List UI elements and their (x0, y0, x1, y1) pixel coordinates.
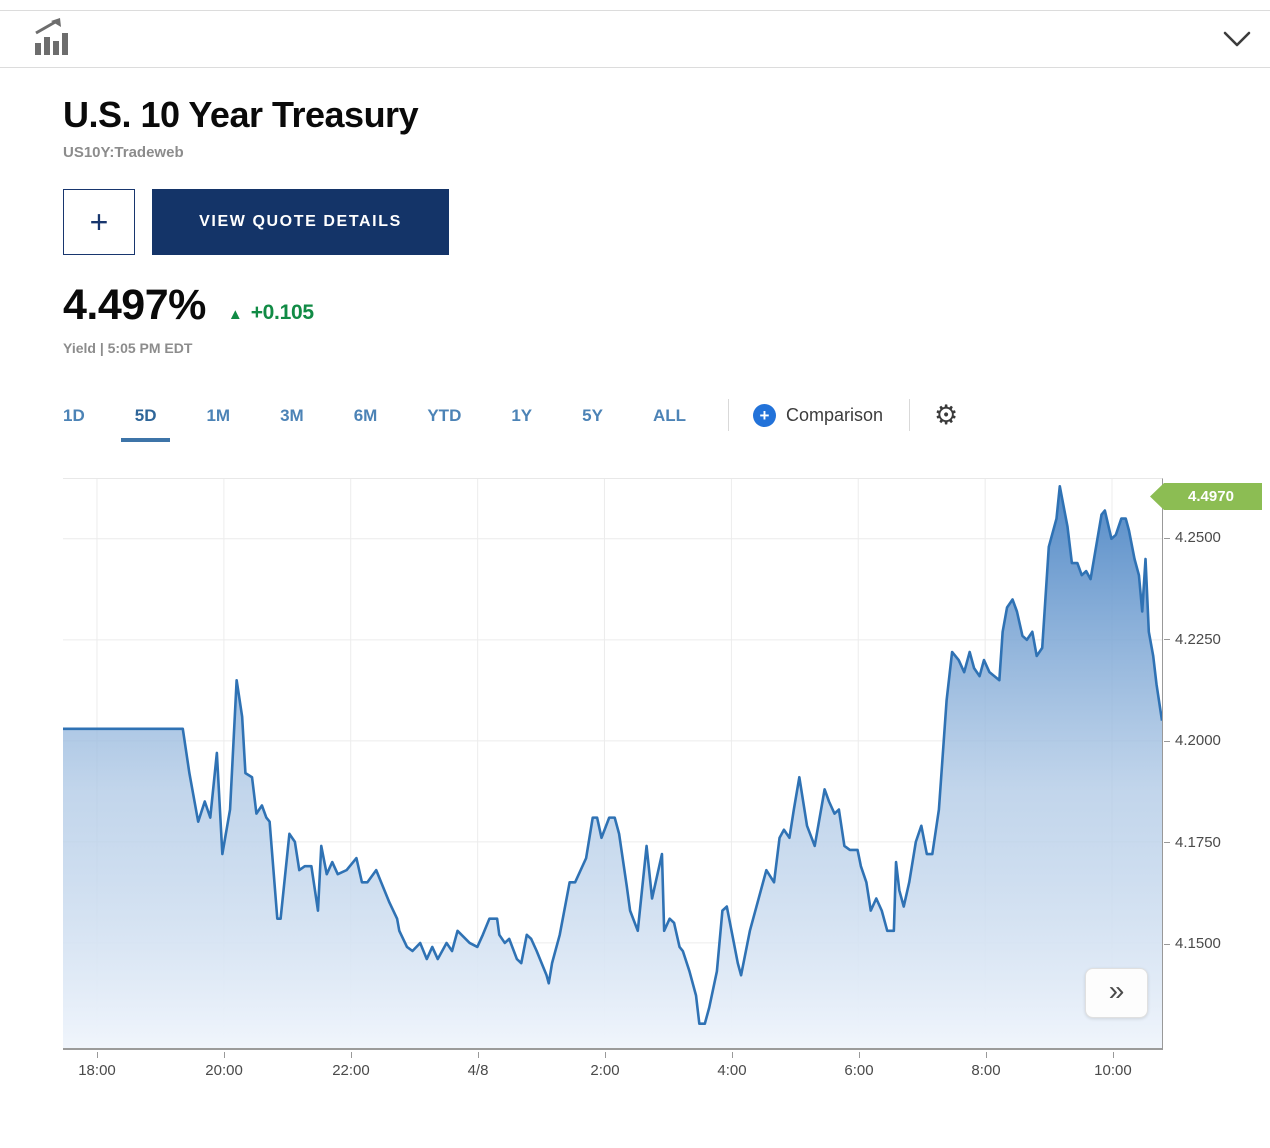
x-axis-tick (96, 1052, 98, 1058)
quote-price: 4.497% (63, 281, 206, 329)
quote-symbol: US10Y:Tradeweb (63, 144, 184, 161)
x-axis-label: 4:00 (717, 1062, 747, 1079)
x-axis-label: 18:00 (78, 1062, 116, 1079)
chart-plot-area[interactable] (63, 478, 1163, 1050)
range-tab-1d[interactable]: 1D (63, 406, 85, 425)
add-to-watchlist-button[interactable]: + (63, 189, 135, 255)
x-axis-label: 6:00 (844, 1062, 874, 1079)
x-axis-tick (224, 1052, 226, 1058)
range-tab-6m[interactable]: 6M (353, 406, 378, 425)
range-tab-1y[interactable]: 1Y (511, 406, 533, 425)
x-axis-label: 2:00 (590, 1062, 620, 1079)
range-tab-all[interactable]: ALL (652, 406, 686, 425)
last-value-badge: 4.4970 (1150, 483, 1262, 510)
x-axis-label: 20:00 (205, 1062, 243, 1079)
expand-chart-button[interactable]: » (1085, 968, 1148, 1018)
x-axis-tick (986, 1052, 987, 1058)
y-axis-tick (1164, 740, 1170, 742)
range-tab-ytd[interactable]: YTD (427, 406, 462, 425)
range-tab-1m[interactable]: 1M (206, 406, 231, 425)
x-axis-label: 10:00 (1094, 1062, 1132, 1079)
y-axis-label: 4.2000 (1175, 732, 1221, 750)
y-axis: 4.2500 4.2250 4.2000 4.1750 4.1500 (1163, 478, 1263, 1050)
page-title: U.S. 10 Year Treasury (63, 94, 419, 135)
y-axis-label: 4.1750 (1175, 833, 1221, 851)
range-tab-5y[interactable]: 5Y (582, 406, 603, 425)
x-axis-tick (732, 1052, 734, 1058)
y-axis-label: 4.2250 (1175, 630, 1221, 648)
y-axis-label: 4.1500 (1175, 935, 1221, 953)
y-axis-tick (1164, 943, 1170, 945)
x-axis-tick (1112, 1052, 1114, 1058)
range-tab-3m[interactable]: 3M (280, 406, 304, 425)
chart-toolbar: 1D 5D 1M 3M 6M YTD 1Y 5Y ALL + Comparison ⚙ (63, 398, 1270, 442)
x-axis-label: 8:00 (971, 1062, 1001, 1079)
divider (909, 399, 911, 431)
x-axis-label: 22:00 (332, 1062, 370, 1079)
y-axis-tick (1164, 537, 1170, 539)
x-axis-label: 4/8 (467, 1062, 489, 1079)
x-axis: 18:00 20:00 22:00 4/8 2:00 4:00 6:00 8:00 10:00 (63, 1052, 1163, 1086)
comparison-button[interactable]: + Comparison (752, 403, 884, 427)
y-axis-tick (1164, 842, 1170, 844)
range-tabs: 1D 5D 1M 3M 6M YTD 1Y 5Y ALL (49, 398, 700, 442)
range-tab-5d[interactable]: 5D (120, 398, 171, 442)
price-chart: 4.2500 4.2250 4.2000 4.1750 4.1500 18:00 20:0… (63, 478, 1263, 1088)
gear-icon[interactable]: ⚙ (934, 399, 959, 430)
x-axis-tick (858, 1052, 860, 1058)
bar-chart-up-icon (33, 17, 75, 62)
y-axis-tick (1164, 639, 1170, 641)
x-axis-tick (604, 1052, 606, 1058)
x-axis-tick (350, 1052, 352, 1058)
top-bar (0, 10, 1270, 68)
plus-circle-icon: + (752, 403, 776, 427)
x-axis-tick (478, 1052, 480, 1058)
quote-meta: Yield | 5:05 PM EDT (63, 340, 193, 356)
chevron-down-icon[interactable] (1222, 29, 1252, 49)
view-quote-details-button[interactable]: VIEW QUOTE DETAILS (152, 189, 449, 255)
y-axis-label: 4.2500 (1175, 529, 1221, 547)
change-up-icon: ▲ (227, 306, 243, 323)
quote-change: +0.105 (250, 301, 314, 324)
divider (727, 399, 729, 431)
comparison-label: Comparison (785, 404, 884, 425)
